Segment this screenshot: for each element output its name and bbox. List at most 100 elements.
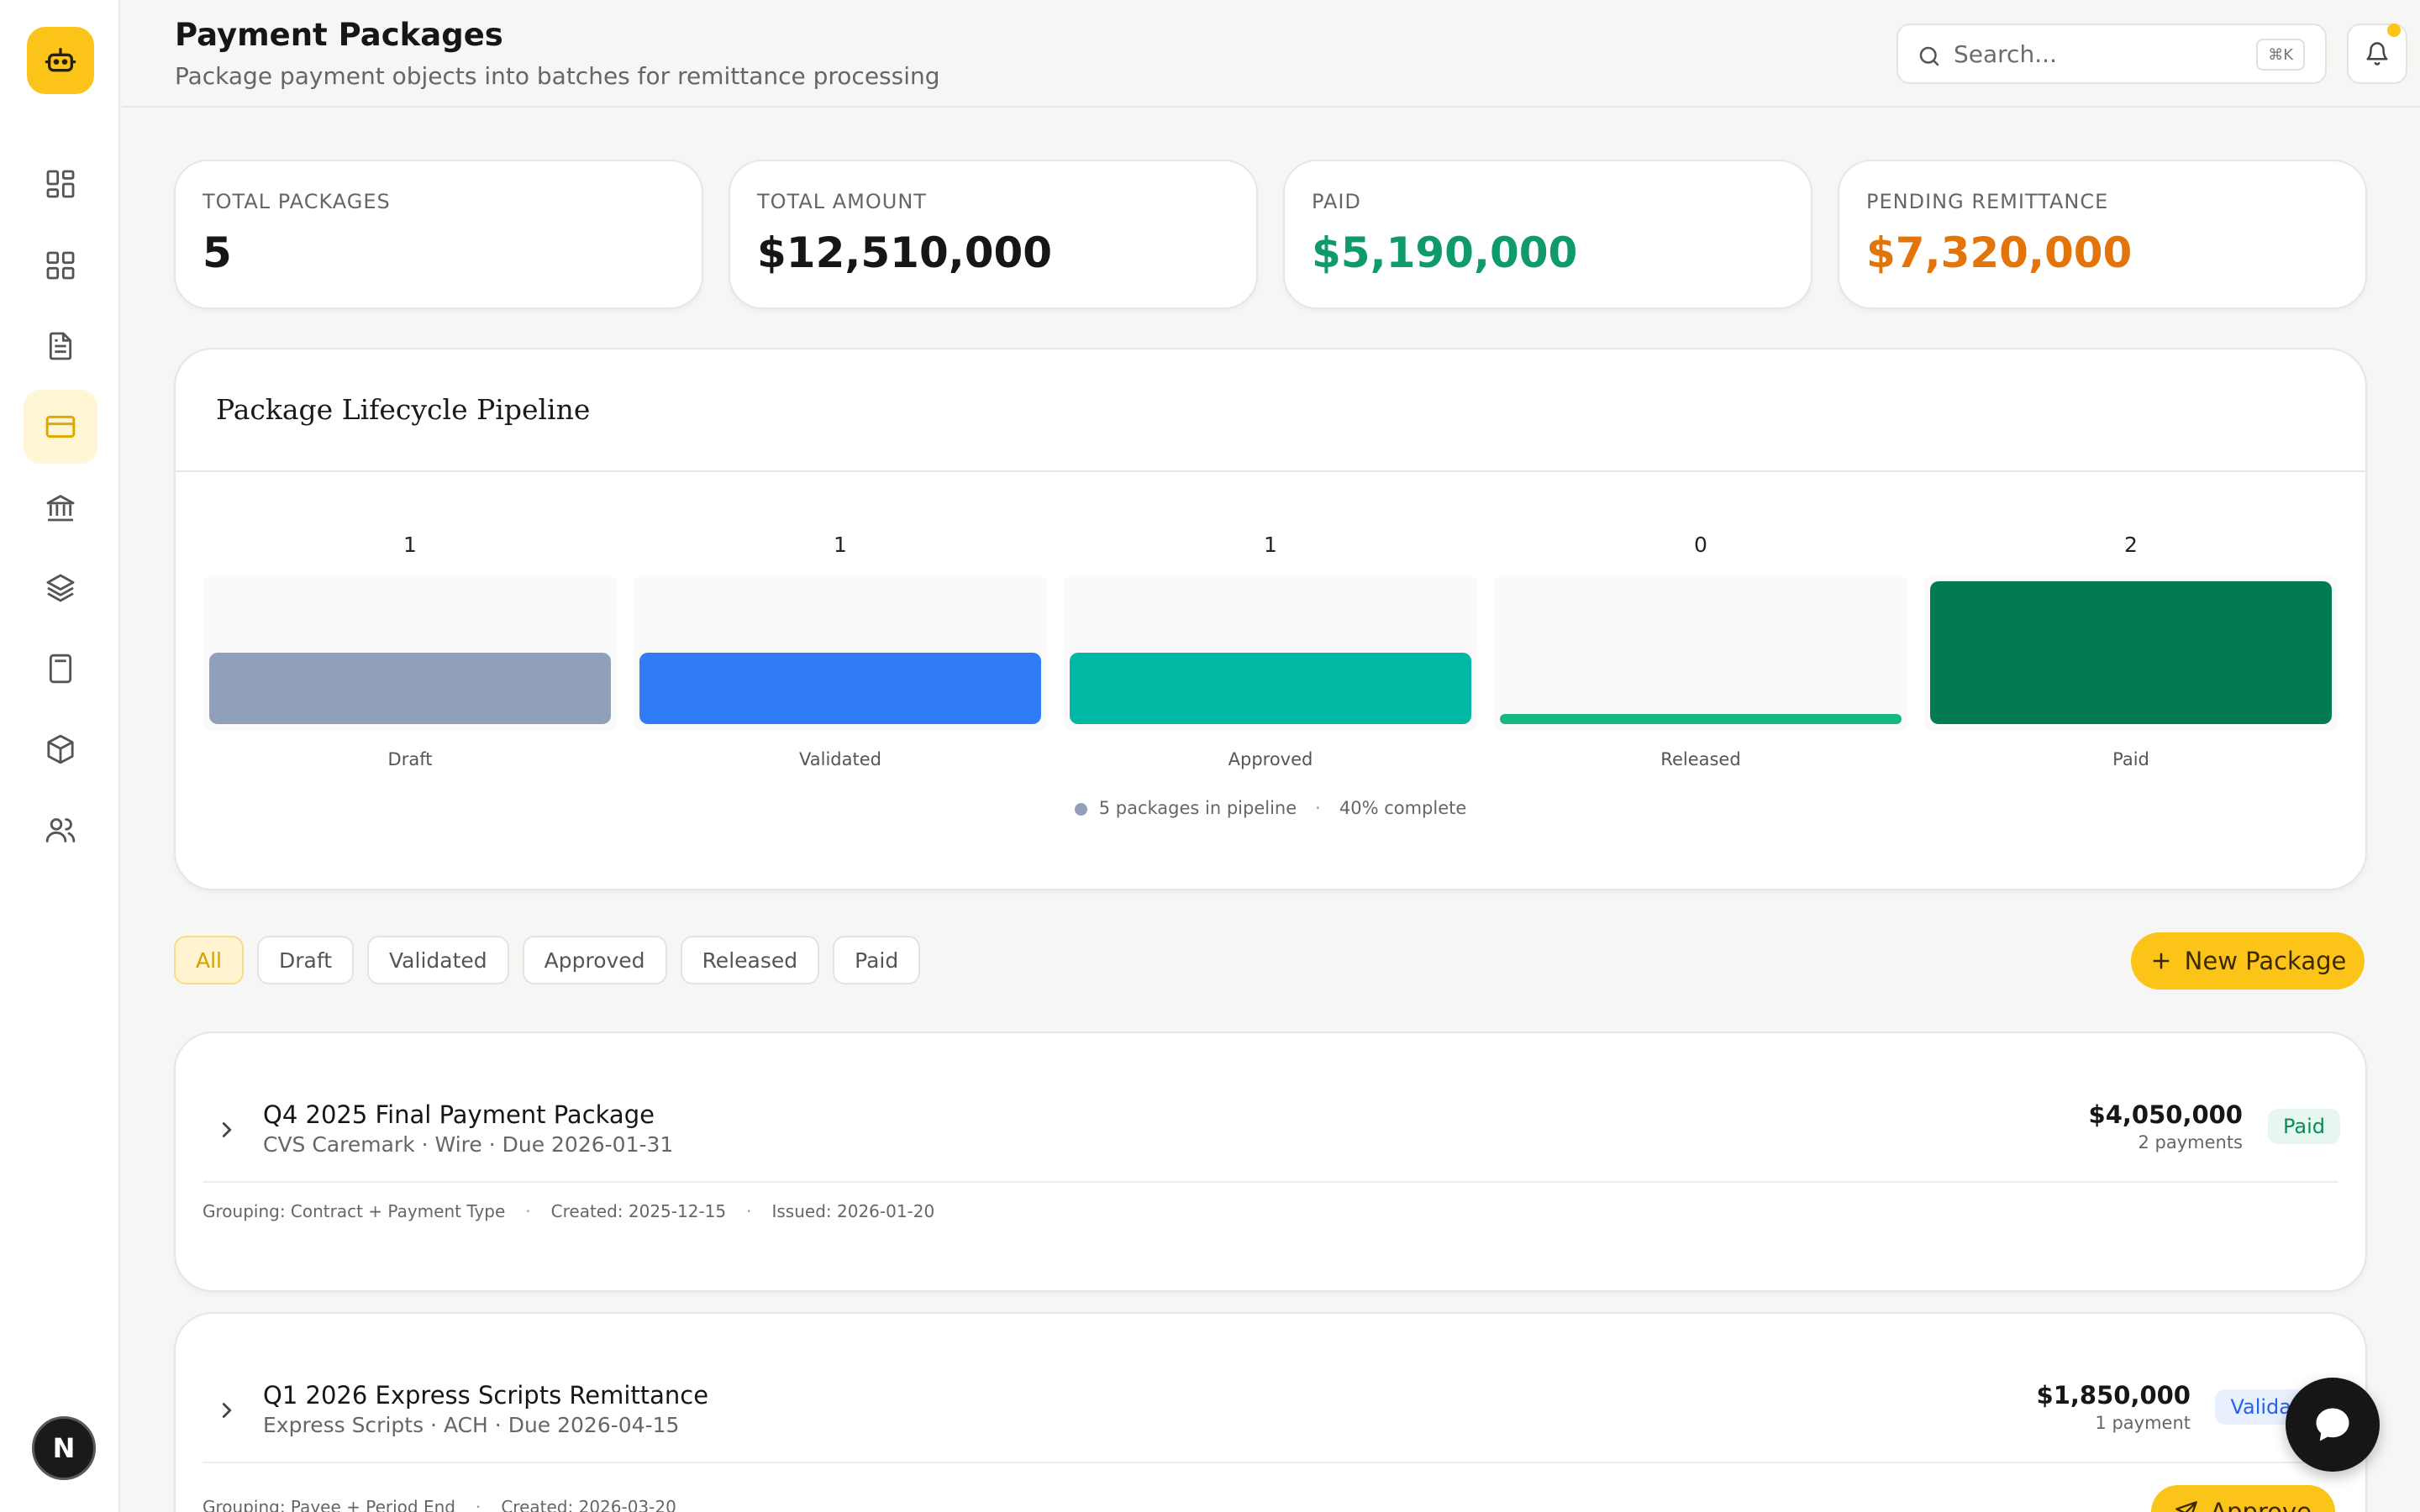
package-payment-count: 2 payments <box>2138 1132 2243 1152</box>
sidebar-item-users[interactable] <box>24 793 97 867</box>
package-icon <box>47 734 74 764</box>
divider <box>203 1181 2338 1183</box>
sidebar-item-payments[interactable] <box>24 390 97 464</box>
filter-validated[interactable]: Validated <box>367 936 509 984</box>
stage-track <box>1063 575 1478 731</box>
package-amount: $1,850,000 <box>2036 1381 2191 1410</box>
filter-draft[interactable]: Draft <box>257 936 355 984</box>
stage-bar <box>1930 581 2332 724</box>
search-shortcut: ⌘K <box>2256 39 2305 71</box>
page-title: Payment Packages <box>175 17 503 53</box>
summary-dot <box>1074 803 1087 816</box>
stat-card-total-amount: TOTAL AMOUNT $12,510,000 <box>729 160 1258 309</box>
robot-icon <box>45 48 76 72</box>
package-footer: Grouping: Contract + Payment Type · Create… <box>203 1201 934 1221</box>
sidebar-item-layers[interactable] <box>24 551 97 625</box>
pipeline-stage-draft[interactable]: 1 Draft <box>203 533 618 785</box>
pipeline-stage-approved[interactable]: 1 Approved <box>1063 533 1478 785</box>
notifications-button[interactable] <box>2347 24 2407 84</box>
stat-card-total-packages: TOTAL PACKAGES 5 <box>174 160 703 309</box>
stat-value: $5,190,000 <box>1312 228 1578 277</box>
stage-count: 1 <box>834 533 847 557</box>
grid-icon <box>46 251 75 280</box>
sidebar-item-packages[interactable] <box>24 712 97 786</box>
search-input[interactable] <box>1954 37 2256 71</box>
stage-bar <box>639 653 1041 724</box>
status-badge: Paid <box>2267 1109 2340 1144</box>
stage-name: Paid <box>2112 749 2149 769</box>
sidebar-item-bank[interactable] <box>24 470 97 544</box>
stage-track <box>1923 575 2338 731</box>
notification-dot <box>2387 24 2401 37</box>
pipeline-stage-validated[interactable]: 1 Validated <box>633 533 1048 785</box>
status-filter-bar: All Draft Validated Approved Released Pa… <box>174 936 921 986</box>
stat-value: $12,510,000 <box>757 228 1053 277</box>
summary-pipeline-count: 5 packages in pipeline <box>1098 798 1297 818</box>
new-package-button[interactable]: New Package <box>2131 932 2365 990</box>
separator: · <box>746 1201 752 1221</box>
stage-name: Draft <box>387 749 433 769</box>
filter-paid[interactable]: Paid <box>833 936 921 984</box>
stage-bar <box>1500 714 1902 724</box>
divider <box>203 1462 2338 1463</box>
stat-value: 5 <box>203 228 232 277</box>
chevron-right-icon[interactable] <box>214 1117 239 1142</box>
stage-track <box>1493 575 1908 731</box>
search-box[interactable]: ⌘K <box>1897 24 2327 84</box>
package-meta: Express Scripts · ACH · Due 2026-04-15 <box>263 1413 680 1437</box>
search-icon <box>1919 46 1939 66</box>
sidebar-item-calculator[interactable] <box>24 632 97 706</box>
page-header: Payment Packages Package payment objects… <box>122 0 2420 108</box>
new-package-label: New Package <box>2184 947 2347 975</box>
filter-all[interactable]: All <box>174 936 244 984</box>
package-meta: CVS Caremark · Wire · Due 2026-01-31 <box>263 1132 674 1157</box>
filter-released[interactable]: Released <box>680 936 820 984</box>
package-grouping: Grouping: Payee + Period End <box>203 1497 455 1512</box>
bell-icon <box>2366 42 2388 66</box>
chevron-right-icon[interactable] <box>214 1398 239 1423</box>
package-card[interactable]: Q4 2025 Final Payment Package CVS Carema… <box>174 1032 2367 1292</box>
pipeline-title: Package Lifecycle Pipeline <box>216 393 591 426</box>
approve-button[interactable]: Approve <box>2151 1485 2335 1512</box>
package-created: Created: 2025-12-15 <box>550 1201 727 1221</box>
send-icon <box>2175 1501 2198 1512</box>
package-footer: Grouping: Payee + Period End · Created: 20… <box>203 1497 676 1512</box>
approve-label: Approve <box>2210 1498 2312 1512</box>
separator: · <box>1315 798 1321 818</box>
package-issued: Issued: 2026-01-20 <box>771 1201 935 1221</box>
bank-icon <box>46 495 75 522</box>
pipeline-stage-released[interactable]: 0 Released <box>1493 533 1908 785</box>
package-title: Q1 2026 Express Scripts Remittance <box>263 1381 709 1410</box>
credit-card-icon <box>45 415 76 438</box>
document-icon <box>49 332 72 360</box>
divider <box>176 470 2365 472</box>
package-card[interactable]: Q1 2026 Express Scripts Remittance Expre… <box>174 1312 2367 1512</box>
stat-label: PAID <box>1312 190 1361 213</box>
dashboard-icon <box>46 170 75 198</box>
pipeline-stage-paid[interactable]: 2 Paid <box>1923 533 2338 785</box>
plus-icon <box>2153 953 2170 969</box>
package-grouping: Grouping: Contract + Payment Type <box>203 1201 506 1221</box>
filter-approved[interactable]: Approved <box>522 936 667 984</box>
stage-name: Validated <box>799 749 881 769</box>
separator: · <box>525 1201 531 1221</box>
sidebar-item-dashboard[interactable] <box>24 147 97 221</box>
package-title: Q4 2025 Final Payment Package <box>263 1100 655 1129</box>
pipeline-summary: 5 packages in pipeline · 40% complete <box>176 798 2365 818</box>
stage-count: 1 <box>403 533 417 557</box>
sidebar-item-documents[interactable] <box>24 309 97 383</box>
stage-name: Approved <box>1228 749 1313 769</box>
user-badge[interactable]: N <box>32 1416 96 1480</box>
stat-card-pending-remittance: PENDING REMITTANCE $7,320,000 <box>1838 160 2367 309</box>
chat-button[interactable] <box>2286 1378 2380 1472</box>
sidebar-item-grid[interactable] <box>24 228 97 302</box>
package-lifecycle-pipeline: Package Lifecycle Pipeline 1 Draft 1 Val… <box>174 348 2367 890</box>
stage-count: 2 <box>2124 533 2138 557</box>
stat-label: PENDING REMITTANCE <box>1866 190 2109 213</box>
page-subtitle: Package payment objects into batches for… <box>175 62 940 90</box>
app-logo[interactable] <box>27 27 94 94</box>
calculator-icon <box>49 654 72 684</box>
package-created: Created: 2026-03-20 <box>501 1497 676 1512</box>
stat-label: TOTAL PACKAGES <box>203 190 391 213</box>
stat-card-paid: PAID $5,190,000 <box>1283 160 1812 309</box>
